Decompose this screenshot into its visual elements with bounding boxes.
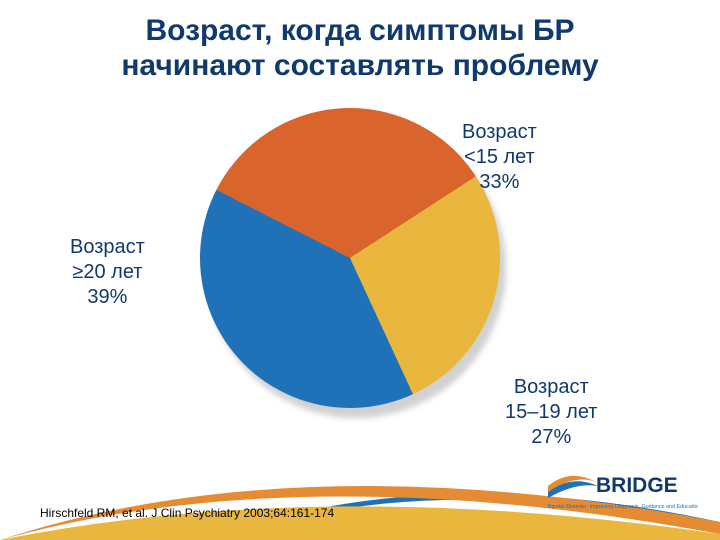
slice-label-ge20: Возраст ≥20 лет 39%	[70, 235, 145, 310]
slide-title: Возраст, когда симптомы БР начинают сост…	[0, 14, 720, 83]
citation-text: Hirschfeld RM, et al. J Clin Psychiatry …	[40, 506, 334, 520]
pie-chart	[200, 108, 500, 408]
bridge-logo: BRIDGE Bipolar Disorder: Improving Diagn…	[548, 468, 698, 518]
slice-label-15-19: Возраст 15–19 лет 27%	[505, 375, 597, 450]
logo-tagline: Bipolar Disorder: Improving Diagnosis, G…	[548, 504, 698, 510]
logo-name: BRIDGE	[596, 474, 678, 497]
pie-slices	[200, 108, 500, 408]
slice-label-lt15: Возраст <15 лет 33%	[462, 120, 537, 195]
logo-swoosh-icon	[548, 476, 598, 498]
slide: Возраст, когда симптомы БР начинают сост…	[0, 0, 720, 540]
